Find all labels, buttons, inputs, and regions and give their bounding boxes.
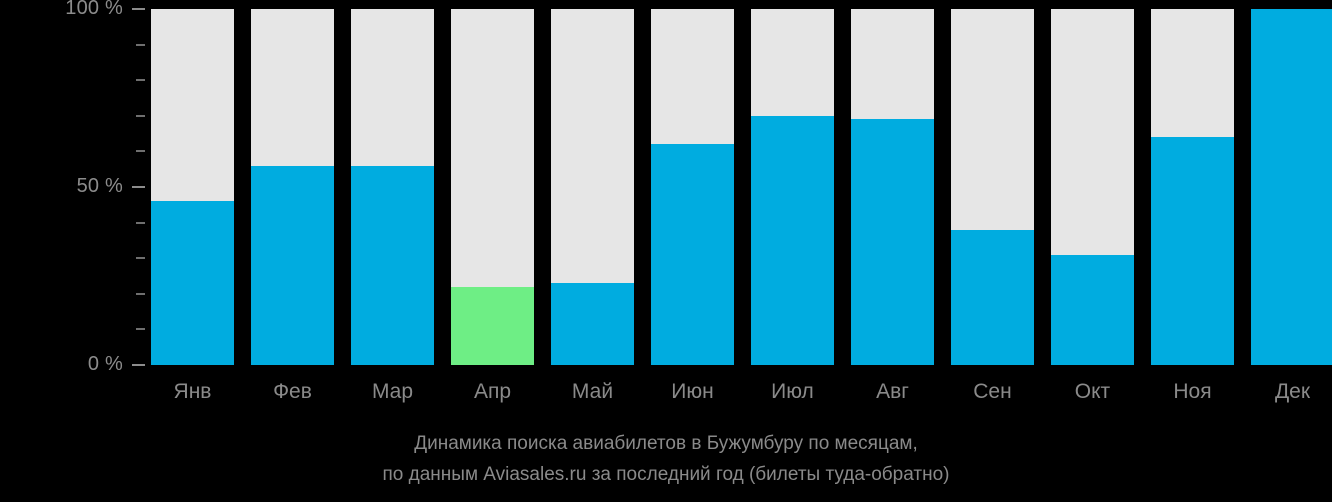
- bar-column[interactable]: [751, 9, 834, 365]
- x-axis-label: Дек: [1274, 380, 1311, 403]
- x-axis-label: Окт: [1074, 380, 1111, 403]
- y-axis-tick-label: 100 %: [65, 0, 123, 19]
- bar-fill[interactable]: [551, 283, 634, 365]
- y-axis-tick-mark: [136, 79, 145, 82]
- bar-column[interactable]: [1051, 9, 1134, 365]
- bar-column[interactable]: [1151, 9, 1234, 365]
- x-axis-label: Ноя: [1173, 380, 1212, 403]
- bar-fill[interactable]: [751, 115, 834, 365]
- bar-column[interactable]: [251, 9, 334, 365]
- caption-line-1: Динамика поиска авиабилетов в Бужумбуру …: [414, 433, 918, 454]
- caption-line-2: по данным Aviasales.ru за последний год …: [382, 464, 950, 485]
- y-axis: 100 % 50 % 0 %: [0, 0, 151, 502]
- chart-caption: Динамика поиска авиабилетов в Бужумбуру …: [0, 428, 1332, 490]
- bar-column[interactable]: [1251, 9, 1332, 365]
- y-axis-tick-mark: [132, 364, 145, 366]
- y-axis-tick-mark: [136, 114, 145, 117]
- y-axis-tick-mark: [136, 328, 145, 331]
- y-axis-tick-mark: [136, 257, 145, 260]
- bar-fill[interactable]: [1051, 254, 1134, 365]
- y-axis-tick-mark: [132, 186, 145, 188]
- x-axis-label: Май: [571, 380, 614, 403]
- x-axis-label: Фев: [273, 380, 312, 403]
- bar-column[interactable]: [551, 9, 634, 365]
- bar-column[interactable]: [151, 9, 234, 365]
- bar-fill[interactable]: [851, 119, 934, 365]
- y-axis-tick-mark: [132, 8, 145, 10]
- x-axis-label: Сен: [973, 380, 1012, 403]
- bar-fill[interactable]: [1251, 9, 1332, 365]
- bar-fill[interactable]: [151, 201, 234, 365]
- x-axis-label: Апр: [473, 380, 512, 403]
- bar-column[interactable]: [651, 9, 734, 365]
- bar-column[interactable]: [351, 9, 434, 365]
- bar-column[interactable]: [951, 9, 1034, 365]
- x-axis-label: Июн: [671, 380, 714, 403]
- x-axis-label: Июл: [771, 380, 814, 403]
- bar-fill[interactable]: [351, 165, 434, 365]
- bar-column[interactable]: [851, 9, 934, 365]
- bar-column[interactable]: [451, 9, 534, 365]
- y-axis-tick-mark: [136, 150, 145, 153]
- bar-fill-highlighted[interactable]: [451, 286, 534, 365]
- y-axis-tick-label: 0 %: [87, 353, 123, 375]
- y-axis-tick-mark: [136, 221, 145, 224]
- x-axis-label: Авг: [876, 380, 909, 403]
- y-axis-tick-mark: [136, 43, 145, 46]
- bar-fill[interactable]: [951, 229, 1034, 365]
- y-axis-tick-label: 50 %: [76, 175, 123, 197]
- y-axis-tick-mark: [136, 292, 145, 295]
- bar-fill[interactable]: [1151, 137, 1234, 365]
- x-axis-label: Янв: [173, 380, 212, 403]
- bar-fill[interactable]: [651, 144, 734, 365]
- bar-fill[interactable]: [251, 165, 334, 365]
- x-axis-label: Мар: [371, 380, 414, 403]
